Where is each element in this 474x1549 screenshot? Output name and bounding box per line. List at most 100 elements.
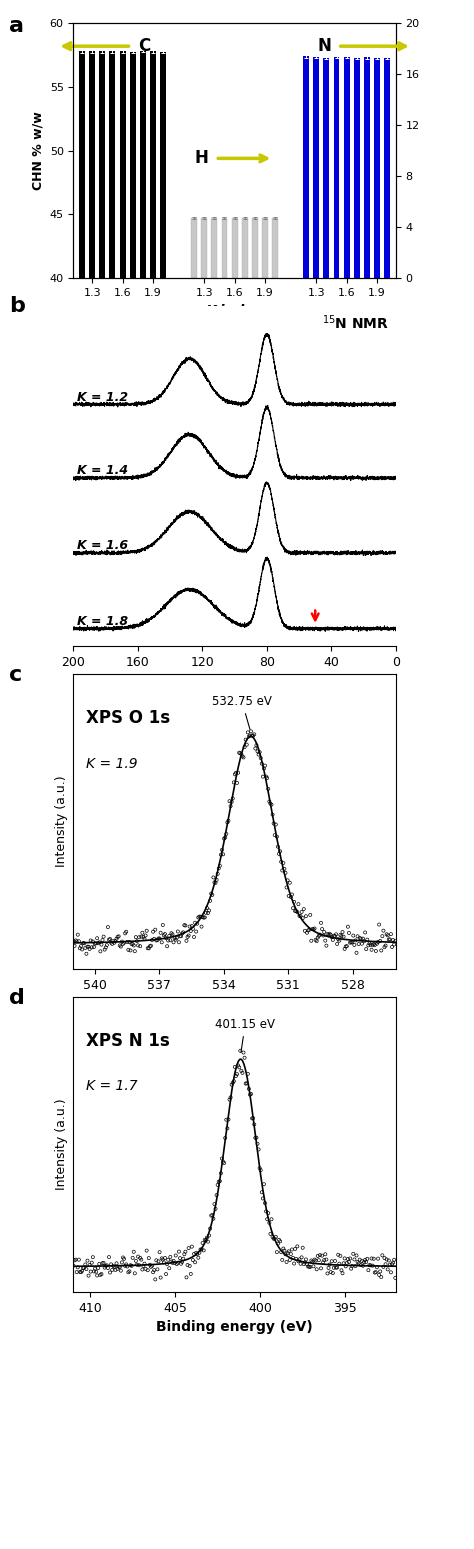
Point — [219, 1149, 227, 1174]
Point — [95, 929, 103, 954]
Point — [92, 1259, 100, 1284]
Point — [132, 925, 140, 950]
Point — [226, 1087, 233, 1112]
Point — [99, 1250, 106, 1275]
Point — [273, 824, 281, 849]
Point — [93, 926, 101, 951]
Point — [101, 937, 109, 962]
Point — [126, 1259, 133, 1284]
Text: K = 1.7: K = 1.7 — [86, 1080, 138, 1094]
Point — [261, 1191, 269, 1216]
Point — [259, 764, 267, 788]
Point — [382, 1252, 389, 1276]
Point — [76, 936, 84, 960]
Bar — [374, 57, 380, 279]
Point — [365, 1253, 373, 1278]
Point — [134, 932, 142, 957]
Point — [229, 1070, 237, 1095]
Bar — [191, 218, 197, 279]
Point — [247, 719, 255, 744]
Point — [383, 1247, 391, 1272]
Point — [376, 1259, 384, 1284]
Point — [269, 1225, 276, 1250]
Point — [73, 1259, 81, 1284]
Point — [92, 931, 100, 956]
Point — [220, 826, 228, 850]
Point — [337, 923, 344, 948]
Point — [185, 1236, 192, 1261]
Point — [181, 912, 188, 937]
Point — [98, 932, 105, 957]
Point — [84, 934, 91, 959]
Point — [184, 925, 191, 950]
Text: K = 1.4: K = 1.4 — [77, 465, 128, 477]
Text: K = 1.6: K = 1.6 — [77, 539, 128, 553]
Point — [206, 1216, 214, 1241]
Point — [356, 1247, 364, 1272]
Point — [162, 926, 170, 951]
Point — [387, 922, 395, 946]
Bar — [79, 51, 85, 279]
Point — [355, 1252, 363, 1276]
Point — [333, 931, 341, 956]
Point — [360, 929, 368, 954]
Point — [158, 929, 165, 954]
Point — [324, 922, 331, 946]
Point — [317, 911, 325, 936]
Point — [152, 1267, 159, 1292]
Point — [352, 1253, 359, 1278]
Point — [175, 929, 183, 954]
Point — [122, 920, 130, 945]
Point — [264, 765, 271, 790]
Point — [146, 1252, 154, 1276]
Point — [98, 1261, 105, 1286]
Point — [365, 1258, 372, 1283]
Point — [137, 925, 145, 950]
Point — [325, 923, 332, 948]
Point — [281, 1238, 288, 1262]
Point — [240, 745, 247, 770]
Point — [265, 1210, 273, 1235]
Point — [189, 1247, 197, 1272]
Point — [176, 1245, 184, 1270]
Point — [202, 1228, 210, 1253]
Point — [381, 1245, 388, 1270]
Point — [202, 900, 210, 925]
Point — [318, 917, 326, 942]
Point — [240, 1039, 247, 1064]
Point — [352, 928, 359, 953]
Point — [105, 928, 113, 953]
Point — [81, 931, 88, 956]
Point — [353, 940, 360, 965]
Text: K = 1.8: K = 1.8 — [77, 615, 128, 627]
Point — [278, 858, 286, 883]
Point — [107, 931, 115, 956]
Bar — [334, 57, 339, 279]
Point — [375, 1262, 383, 1287]
Point — [185, 923, 192, 948]
Point — [150, 1258, 158, 1283]
Point — [226, 788, 233, 813]
Point — [330, 1255, 337, 1279]
Point — [157, 920, 164, 945]
Point — [282, 1242, 289, 1267]
Point — [344, 914, 352, 939]
Point — [364, 928, 371, 953]
Point — [198, 1238, 205, 1262]
Point — [217, 1160, 225, 1185]
Bar — [140, 51, 146, 279]
Point — [329, 1261, 337, 1286]
Point — [351, 932, 358, 957]
Point — [164, 934, 171, 959]
Y-axis label: Intensity (a.u.): Intensity (a.u.) — [55, 1098, 68, 1190]
Bar — [160, 53, 166, 279]
Point — [297, 903, 304, 928]
Point — [153, 928, 160, 953]
Point — [135, 1253, 143, 1278]
Point — [178, 922, 186, 946]
Point — [114, 1256, 121, 1281]
Point — [302, 903, 310, 928]
Point — [70, 929, 77, 954]
Point — [373, 931, 381, 956]
Point — [182, 912, 189, 937]
